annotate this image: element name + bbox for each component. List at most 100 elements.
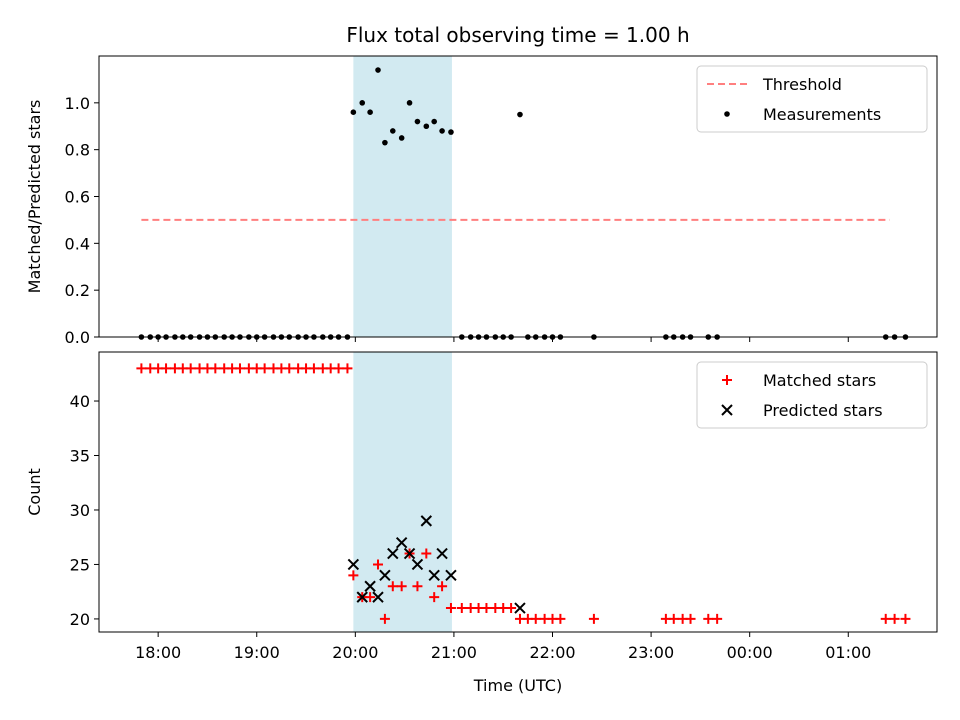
legend: Threshold Measurements xyxy=(696,65,928,133)
y-tick-label: 20 xyxy=(70,610,90,629)
measurement-point xyxy=(382,139,388,146)
y-tick-label: 30 xyxy=(70,501,90,520)
measurement-point xyxy=(439,128,445,134)
matched-stars-point xyxy=(185,363,196,374)
legend-box xyxy=(696,65,928,133)
matched-stars-point xyxy=(365,592,376,603)
matched-stars-point xyxy=(412,581,423,592)
top-panel-measurements: 0.0 0.2 0.4 0.6 0.8 1.0 Matched/Predicted star… xyxy=(25,23,938,347)
matched-stars-point xyxy=(421,548,432,559)
measurement-point xyxy=(448,129,454,135)
matched-stars-point xyxy=(348,570,359,581)
matched-stars-point xyxy=(136,363,147,374)
legend-matched-stars: Matched stars xyxy=(763,371,876,390)
measurement-point xyxy=(517,111,523,118)
y-tick-label: 0.0 xyxy=(65,328,90,347)
predicted-stars-point xyxy=(514,602,526,614)
y-axis-label: Count xyxy=(25,468,44,516)
matched-stars-point xyxy=(712,613,723,624)
x-tick-label: 01:00 xyxy=(825,643,871,662)
legend-predicted-stars: Predicted stars xyxy=(763,401,883,420)
measurement-point xyxy=(359,100,366,106)
matched-stars-point xyxy=(308,363,319,374)
legend-matched-stars-swatch xyxy=(722,375,732,385)
x-axis-label: Time (UTC) xyxy=(473,676,562,695)
measurement-point xyxy=(367,109,373,115)
bottom-panel-counts: 20 25 30 35 40 18:00 19:00 20:00 21:00 22:00 23:00… xyxy=(25,351,938,695)
matched-stars-point xyxy=(588,613,599,624)
matched-stars-point xyxy=(259,363,270,374)
measurement-point xyxy=(423,123,430,130)
matched-stars-point xyxy=(210,363,221,374)
matched-stars-point xyxy=(234,363,245,374)
predicted-stars-point xyxy=(411,558,424,571)
observing-window-span xyxy=(353,56,452,337)
matched-stars-point xyxy=(161,363,172,374)
legend-measurements-swatch xyxy=(724,111,730,117)
matched-stars-point xyxy=(379,613,390,624)
predicted-stars-point xyxy=(428,569,440,582)
predicted-stars-point xyxy=(445,569,457,582)
y-tick-label: 25 xyxy=(70,555,90,574)
predicted-stars-point xyxy=(356,591,368,603)
measurement-point xyxy=(398,135,405,141)
y-tick-label: 35 xyxy=(70,447,90,466)
x-tick-label: 00:00 xyxy=(727,643,773,662)
measurement-point xyxy=(389,128,396,134)
x-tick-label: 21:00 xyxy=(431,643,477,662)
matched-stars-point xyxy=(703,613,714,624)
legend-measurements: Measurements xyxy=(763,105,881,124)
predicted-stars-point xyxy=(436,547,448,560)
predicted-stars-point xyxy=(395,536,408,549)
matched-stars-point xyxy=(685,613,696,624)
matched-stars-point xyxy=(481,603,492,614)
matched-stars-point xyxy=(342,363,353,374)
matched-stars-point xyxy=(429,592,440,603)
measurement-point xyxy=(375,67,381,73)
x-tick-label: 20:00 xyxy=(332,643,378,662)
matched-stars-point xyxy=(900,613,911,624)
axes-frame xyxy=(98,351,938,633)
y-tick-label: 40 xyxy=(70,392,90,411)
matched-stars-point xyxy=(506,603,517,614)
measurement-point xyxy=(414,118,421,125)
matched-stars-point xyxy=(456,603,467,614)
y-tick-label: 0.6 xyxy=(65,188,90,207)
matched-stars-point xyxy=(373,559,384,570)
matched-stars-point xyxy=(396,581,407,592)
y-tick-label: 0.4 xyxy=(65,234,90,253)
matched-stars-point xyxy=(880,613,891,624)
legend: Matched stars Predicted stars xyxy=(696,361,928,429)
y-tick-label: 1.0 xyxy=(65,94,90,113)
matched-stars-point xyxy=(445,603,456,614)
matched-stars-point xyxy=(333,363,344,374)
x-tick-label: 19:00 xyxy=(234,643,280,662)
measurement-point xyxy=(431,118,438,125)
predicted-stars-point xyxy=(403,547,416,560)
matched-stars-point xyxy=(530,613,541,624)
measurement-point xyxy=(350,109,357,115)
matched-stars-point xyxy=(668,613,679,624)
y-tick-label: 0.8 xyxy=(65,141,90,160)
predicted-stars-point xyxy=(420,515,433,527)
legend-threshold: Threshold xyxy=(762,75,842,94)
matched-stars-point xyxy=(284,363,295,374)
predicted-stars-point xyxy=(364,580,376,592)
y-axis-label: Matched/Predicted stars xyxy=(25,100,44,294)
measurement-point xyxy=(406,100,413,106)
matched-stars-point xyxy=(889,613,900,624)
predicted-stars-point xyxy=(379,569,391,582)
legend-box xyxy=(696,361,928,429)
y-tick-label: 0.2 xyxy=(65,281,90,300)
predicted-stars-point xyxy=(372,591,384,603)
x-tick-label: 22:00 xyxy=(529,643,575,662)
predicted-stars-point xyxy=(347,558,360,571)
predicted-stars-point xyxy=(387,547,399,560)
x-tick-label: 23:00 xyxy=(628,643,674,662)
matched-stars-point xyxy=(437,581,448,592)
matched-stars-point xyxy=(387,581,398,592)
x-tick-label: 18:00 xyxy=(135,643,181,662)
chart-title: Flux total observing time = 1.00 h xyxy=(346,23,689,47)
legend-predicted-stars-swatch xyxy=(721,404,733,416)
